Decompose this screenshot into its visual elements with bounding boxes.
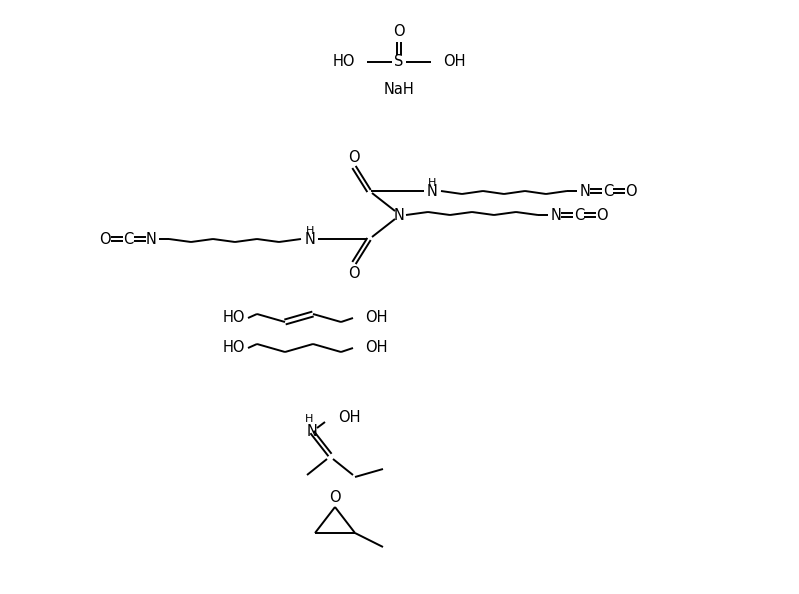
Text: N: N bbox=[307, 425, 317, 440]
Text: N: N bbox=[551, 207, 562, 223]
Text: O: O bbox=[329, 489, 341, 504]
Text: O: O bbox=[393, 24, 405, 39]
Text: OH: OH bbox=[443, 55, 466, 69]
Text: O: O bbox=[348, 150, 360, 165]
Text: HO: HO bbox=[222, 340, 245, 355]
Text: O: O bbox=[625, 184, 637, 198]
Text: HO: HO bbox=[332, 55, 355, 69]
Text: C: C bbox=[574, 207, 584, 223]
Text: N: N bbox=[579, 184, 590, 198]
Text: OH: OH bbox=[338, 410, 360, 425]
Text: N: N bbox=[394, 207, 404, 223]
Text: O: O bbox=[99, 232, 111, 247]
Text: OH: OH bbox=[365, 340, 388, 355]
Text: O: O bbox=[596, 207, 608, 223]
Text: C: C bbox=[123, 232, 133, 247]
Text: C: C bbox=[603, 184, 613, 198]
Text: N: N bbox=[427, 185, 437, 200]
Text: H: H bbox=[427, 178, 436, 188]
Text: OH: OH bbox=[365, 311, 388, 326]
Text: H: H bbox=[306, 226, 314, 236]
Text: NaH: NaH bbox=[384, 83, 415, 97]
Text: N: N bbox=[304, 232, 316, 248]
Text: O: O bbox=[348, 266, 360, 280]
Text: H: H bbox=[304, 414, 313, 424]
Text: S: S bbox=[395, 55, 403, 69]
Text: N: N bbox=[145, 232, 157, 247]
Text: HO: HO bbox=[222, 311, 245, 326]
